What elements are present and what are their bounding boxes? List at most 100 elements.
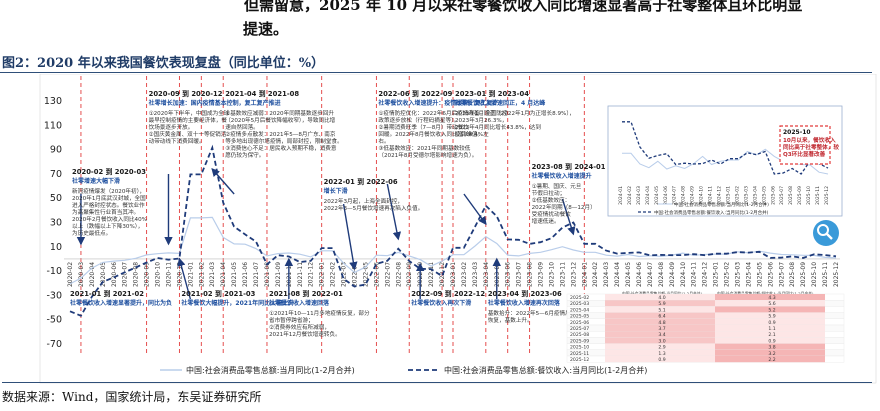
period-label: 2020-09 到 2020-12 [149,89,223,98]
period-note: ①疫情防控优化：2022年6月后疫情改善，全国防控 [378,109,507,117]
period-annotation: 2020-02 到 2020-03社零增速大幅下滑新冠疫情爆发（2020年初），… [71,167,147,237]
x-tick-label: 2025-11 [822,262,829,287]
period-note: 2020年2月餐饮收入同比40% [72,215,147,223]
inset-x-tick: 2025-12 [824,186,830,205]
period-annotation: 2021-04 到 2021-08 ①基数效应减弱：2020年同期基数逐步回升（2… [225,89,342,159]
table-cell-a-bg [605,306,715,313]
figure-source: 数据来源：Wind，国家统计局，东吴证券研究所 [2,382,872,405]
table-value-a: 6.4 [658,314,665,320]
x-tick-label: 2023-07 [516,262,523,287]
x-tick-label: 2022-07 [384,262,391,287]
x-tick-label: 2024-04 [614,262,621,287]
table-cell-b-bg [715,325,825,332]
period-note: 为高聚集性行业首当其冲。 [72,208,139,216]
period-note: 等多地出现德尔塔疫情，局部封控，限制堂食。 [225,137,342,145]
x-tick-label: 2025-06 [767,262,774,287]
x-tick-label: 2020-08 [133,262,140,287]
period-note: ③低基数效应：2021年同期基数较低 [378,144,470,152]
period-note: 动带动线下消费回暖。 [149,137,205,145]
x-tick-label: 2023-09 [538,262,545,287]
inset-x-tick: 2024-05 [654,186,660,205]
series-line-2 [69,144,837,317]
header-text: 但需留意，2025 年 10 月以来社零餐饮收入同比增速显著高于社零整体且环比明… [0,0,880,46]
inset-x-tick: 2024-08 [681,186,687,205]
table-date: 2025-04 [570,307,589,313]
period-note: （2020年5月后餐饮降幅收窄），导致同比增 [225,116,335,124]
period-note: 2023年4月同比增长43.8%，达到 [455,123,541,131]
x-tick-label: 2022-01 [319,262,326,287]
x-tick-label: 2022-08 [395,262,402,287]
table-cell-b-bg [715,337,825,344]
x-tick-label: 2023-10 [548,262,555,287]
table-cell-a-bg [605,349,715,356]
period-note: ①2021年10—11月多地疫情反复，部分 [269,309,370,317]
table-cell-b-bg [715,318,825,325]
table-row: 2025-03 5.9 5.6 [566,299,845,307]
x-tick-label: 2020-06 [111,262,118,287]
inset-x-tick: 2024-11 [708,186,714,205]
x-tick-label: 2020-11 [165,262,172,287]
table-value-b: 2.1 [768,332,775,338]
x-tick-label: 2025-07 [778,262,785,287]
x-tick-label: 2023-04 [483,262,490,287]
table-date: 2025-09 [570,338,589,344]
period-note: 为历史最低点。 [72,229,111,237]
y-tick-label: 110 [44,120,62,131]
table-cell-a-bg [605,356,715,363]
period-desc: 社零餐饮收入增速再次回落 [487,299,561,307]
y-tick-label: 70 [50,169,62,180]
x-tick-label: 2021-07 [253,262,260,287]
period-note: 省市暂停跨省游； [269,316,314,324]
annotation-arrow [463,193,487,226]
inset-x-tick: 2024-01 [618,186,624,205]
table-value-a: 2.9 [658,345,665,351]
period-desc: 社零餐饮收入增速回正，4 月达峰 [454,99,546,107]
table-value-b: 5.9 [768,314,775,320]
x-tick-label: 2025-03 [735,262,742,287]
table-date: 2025-02 [570,295,589,301]
inset-series-2 [622,121,829,175]
period-note: 2023年3月26.3%， [455,116,507,124]
period-label: 2023-01 到 2023-04 [455,89,529,98]
period-note: ①2020年下半年，中国成为全球 [149,109,230,117]
table-cell-a-bg [605,312,715,319]
period-label: 2022-01 到 2022-06 [324,177,398,186]
x-tick-label: 2024-10 [680,262,687,287]
x-tick-label: 2021-11 [297,262,304,287]
x-tick-label: 2021-08 [264,262,271,287]
table-cell-a-bg [605,300,715,307]
period-note: 回暖。2022年8月餐饮收入同比增长8.4%左 [378,130,489,138]
table-value-b: 3.2 [768,351,775,357]
period-note: 右。 [378,137,389,145]
x-tick-label: 2025-05 [756,262,763,287]
magnifier-handle [826,233,833,240]
x-tick-label: 2020-09 [144,262,151,287]
table-value-b: 1.1 [768,326,775,332]
inset-x-tick: 2024-03 [636,186,642,205]
table-row: 2025-09 3.0 0.9 [566,337,845,344]
table-row: 2025-04 5.1 5.2 [566,306,845,313]
table-row: 2025-06 4.8 0.9 [566,318,845,326]
period-label: 2020-02 到 2020-03 [72,167,146,176]
table-cell-b-bg [715,306,825,313]
x-tick-label: 2024-07 [647,262,654,287]
x-tick-label: 2024-02 [592,262,599,287]
x-tick-label: 2021-02 [198,262,205,287]
table-value-b: 2.2 [768,357,775,363]
table-row: 2025-07 3.7 1.1 [566,324,845,332]
x-tick-label: 2022-02 [330,262,337,287]
x-tick-label: 2023-12 [570,262,577,287]
x-tick-label: 2022-06 [373,262,380,287]
inset-x-tick: 2024-09 [690,186,696,205]
table-cell-b-bg [715,331,825,338]
chart-legend: 中国:社会消费品零售总额:当月同比(1-2月合并) 中国:社会消费品零售总额:餐饮… [160,365,647,375]
period-note: 疫后峰值。 [455,130,483,138]
x-tick-label: 2021-04 [220,262,227,287]
x-tick-label: 2025-02 [724,262,731,287]
inset-x-tick: 2024-02 [627,186,633,205]
magnifier-lens [817,224,829,236]
table-cell-b-bg [715,343,825,350]
table-cell-a-bg [605,325,715,332]
period-note: 2020年1月底武汉封城，全国 [72,194,146,202]
table-value-a: 4.8 [658,320,665,326]
